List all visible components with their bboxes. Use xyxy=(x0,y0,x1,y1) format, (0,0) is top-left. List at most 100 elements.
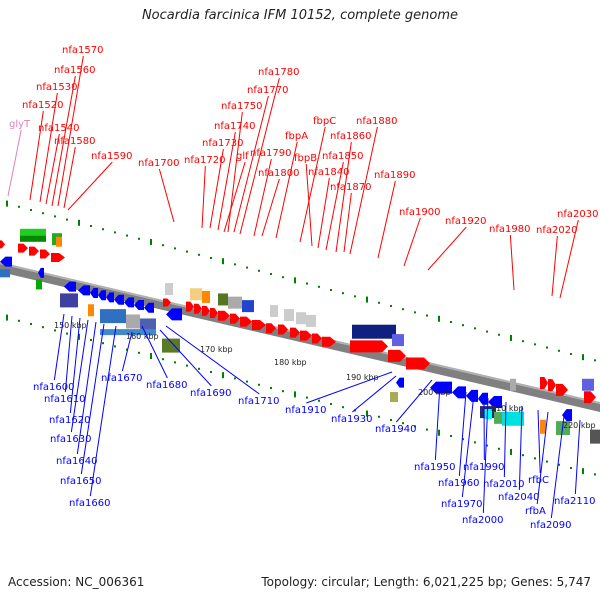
gene-label-bottom: rfbA xyxy=(525,506,546,517)
upper-tick xyxy=(498,333,500,336)
gene-label-top: nfa1730 xyxy=(202,138,243,149)
gene-leader-line xyxy=(559,219,579,299)
upper-tick xyxy=(258,269,260,272)
gene-box xyxy=(165,283,173,296)
gene-arrow-forward xyxy=(322,336,336,347)
gene-box xyxy=(392,334,404,347)
kbp-scale-label: 160 kbp xyxy=(126,332,159,341)
lower-tick xyxy=(150,352,152,359)
lower-tick xyxy=(270,386,272,389)
gene-leader-line xyxy=(217,131,236,231)
gene-box xyxy=(242,300,254,313)
gene-arrow-forward xyxy=(240,316,252,327)
gene-label-bottom: nfa1930 xyxy=(331,414,372,425)
gene-arrow-forward xyxy=(0,240,5,249)
gene-leader-line xyxy=(503,401,507,478)
gene-label-bottom: nfa2090 xyxy=(530,520,571,531)
gene-arrow-reverse xyxy=(452,386,466,399)
lower-tick xyxy=(186,364,188,367)
gene-label-top: nfa1870 xyxy=(330,182,371,193)
gene-box xyxy=(540,419,546,434)
gene-arrow-reverse xyxy=(166,308,182,321)
upper-tick xyxy=(138,237,140,240)
gene-label-top: nfa1540 xyxy=(38,123,79,134)
gene-arrow-reverse xyxy=(64,281,76,292)
upper-tick xyxy=(318,285,320,288)
gene-leader-line xyxy=(80,323,105,475)
upper-tick xyxy=(270,272,272,275)
kbp-scale-label: 170 kbp xyxy=(200,345,233,354)
gene-arrow-reverse xyxy=(78,285,90,296)
upper-tick xyxy=(150,238,152,245)
lower-tick xyxy=(102,342,104,345)
gene-arrow-forward xyxy=(51,252,65,262)
upper-tick xyxy=(6,200,8,207)
gene-arrow-forward xyxy=(406,357,430,370)
gene-leader-line xyxy=(67,161,113,211)
gene-box xyxy=(352,324,396,339)
gene-arrow-forward xyxy=(278,324,288,335)
gene-box xyxy=(190,288,202,301)
gene-label-top: glyT xyxy=(9,119,31,130)
upper-tick xyxy=(114,231,116,234)
upper-tick xyxy=(342,292,344,295)
gene-leader-line xyxy=(299,126,326,243)
gene-arrow-reverse xyxy=(466,389,478,402)
upper-tick xyxy=(414,311,416,314)
lower-tick xyxy=(378,415,380,418)
gene-arrow-forward xyxy=(40,249,50,259)
gene-box xyxy=(270,305,278,318)
gene-arrow-forward xyxy=(29,246,39,256)
gene-leader-line xyxy=(306,371,393,404)
gene-arrow-reverse xyxy=(134,300,144,311)
upper-tick xyxy=(558,349,560,352)
gene-arrow-reverse xyxy=(478,392,488,405)
lower-tick xyxy=(534,457,536,460)
gene-leader-line xyxy=(317,177,330,249)
upper-tick xyxy=(594,359,596,362)
gene-leader-line xyxy=(89,325,117,497)
gene-leader-line xyxy=(343,192,352,253)
upper-tick xyxy=(390,304,392,307)
gene-arrow-forward xyxy=(252,320,266,331)
upper-tick xyxy=(546,346,548,349)
gene-label-top: nfa1570 xyxy=(62,45,103,56)
gene-label-top: nfa1980 xyxy=(489,224,530,235)
upper-tick xyxy=(378,301,380,304)
accession-text: Accession: NC_006361 xyxy=(8,575,145,589)
lower-tick xyxy=(6,314,8,321)
lower-tick xyxy=(222,372,224,379)
upper-tick xyxy=(234,263,236,266)
gene-label-top: nfa1580 xyxy=(54,136,95,147)
gene-label-bottom: nfa1650 xyxy=(60,476,101,487)
lower-tick xyxy=(570,466,572,469)
lower-tick xyxy=(462,438,464,441)
upper-tick xyxy=(510,334,512,341)
gene-leader-line xyxy=(233,95,269,233)
gene-label-bottom: nfa1640 xyxy=(56,456,97,467)
lower-tick xyxy=(582,468,584,475)
gene-box xyxy=(284,309,294,322)
gene-label-top: nfa1530 xyxy=(36,82,77,93)
gene-label-top: nfa1890 xyxy=(374,170,415,181)
lower-tick xyxy=(450,434,452,437)
gene-arrow-forward xyxy=(312,333,322,344)
gene-arrow-reverse xyxy=(562,409,572,422)
lower-tick xyxy=(342,406,344,409)
gene-label-bottom: rfbC xyxy=(528,475,549,486)
gene-label-top: nfa1920 xyxy=(445,216,486,227)
upper-tick xyxy=(306,282,308,285)
gene-leader-line xyxy=(227,111,243,233)
gene-arrow-reverse xyxy=(114,294,124,305)
gene-leader-line xyxy=(158,168,175,223)
gene-arrow-forward xyxy=(163,298,171,307)
gene-leader-line xyxy=(305,163,313,247)
upper-tick xyxy=(186,250,188,253)
gene-box xyxy=(100,329,156,336)
gene-leader-line xyxy=(51,75,76,207)
gene-box xyxy=(36,279,42,290)
gene-box xyxy=(20,228,46,237)
gene-arrow-forward xyxy=(388,349,406,362)
gene-leader-line xyxy=(201,165,206,229)
